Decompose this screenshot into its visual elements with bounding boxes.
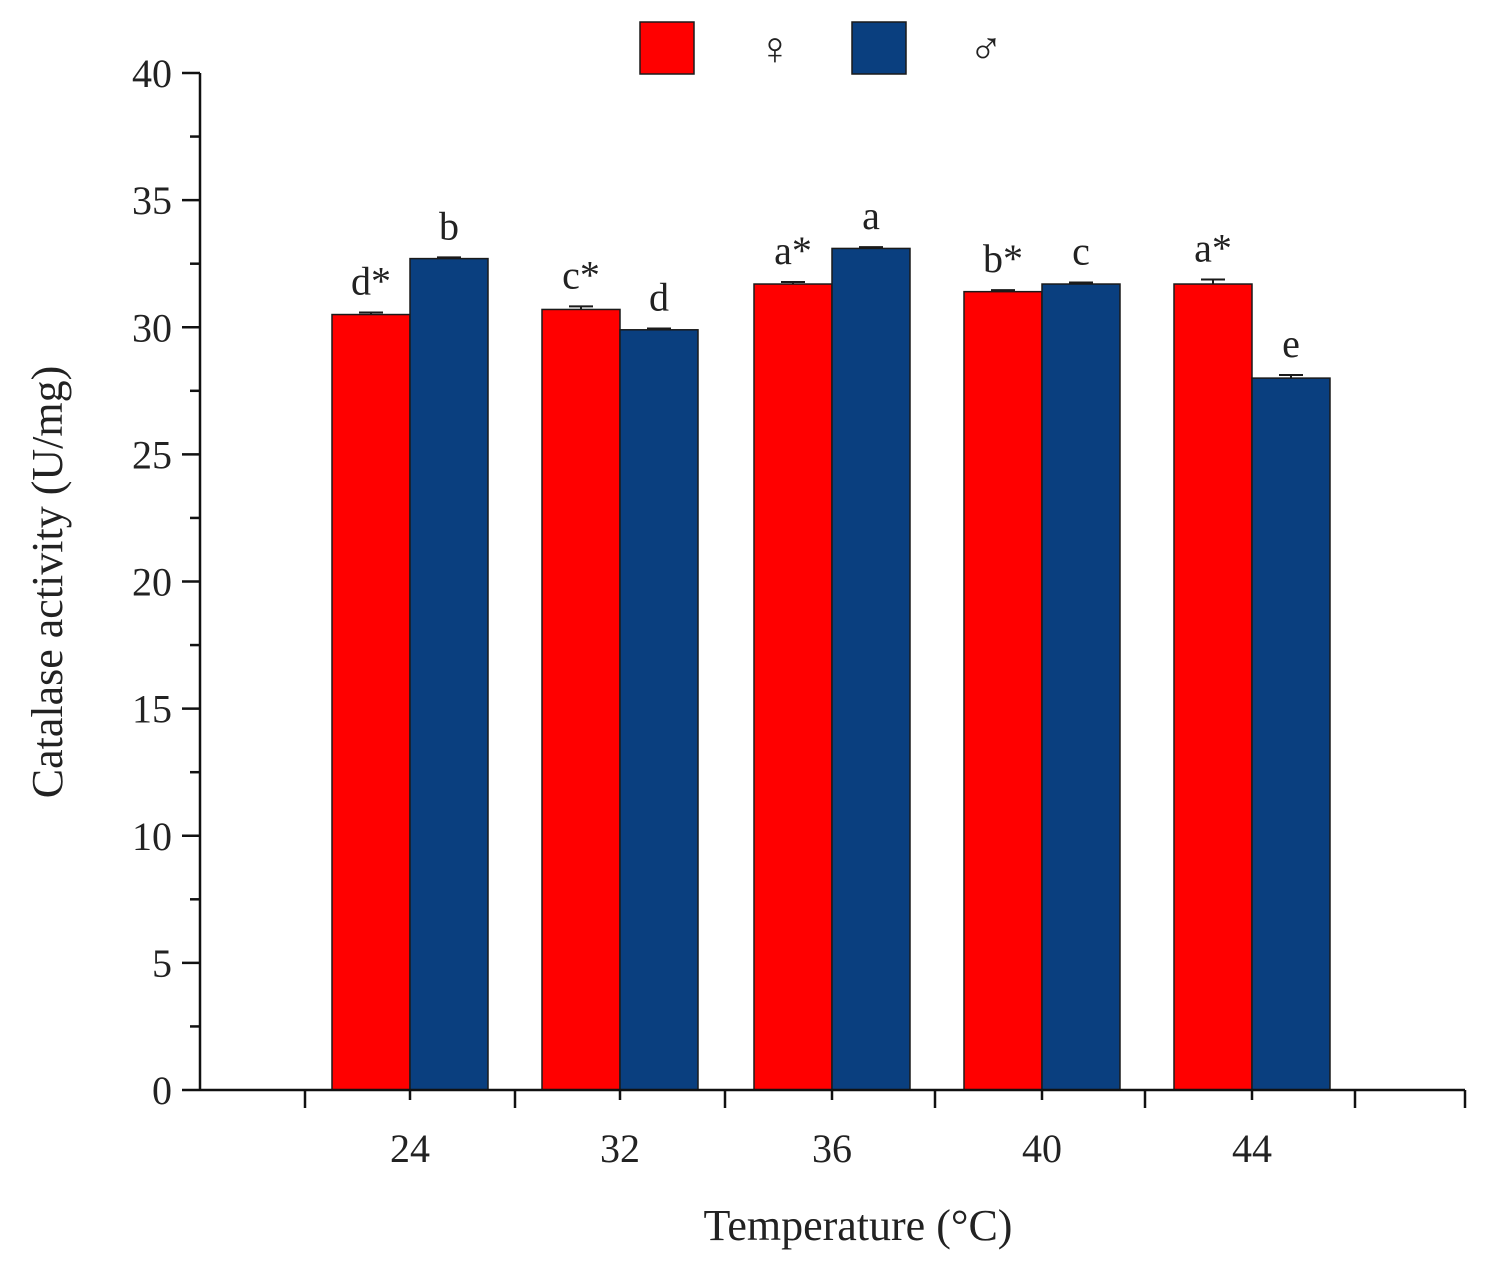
error-bar-male-40: [1069, 281, 1093, 285]
legend-swatch-female: [639, 21, 695, 75]
y-axis-title: Catalase activity (U/mg): [23, 366, 72, 799]
bar-female-44: [1173, 283, 1253, 1091]
sig-label-male-24: b: [439, 203, 459, 248]
legend-item-male: ♂: [851, 21, 1004, 75]
error-bar-male-32: [647, 327, 671, 330]
y-tick-label-15: 15: [132, 687, 172, 732]
y-tick-label-40: 40: [132, 51, 172, 96]
error-bar-female-44: [1201, 278, 1225, 285]
x-tick-label-24: 24: [390, 1126, 430, 1171]
bar-female-36: [753, 283, 833, 1091]
error-bar-female-36: [781, 280, 805, 285]
error-bar-male-36: [859, 246, 883, 249]
bar-female-32: [541, 308, 621, 1091]
y-tick-label-25: 25: [132, 432, 172, 477]
bar-female-40: [963, 290, 1043, 1091]
sig-label-female-44: a*: [1194, 225, 1232, 270]
legend-swatch-male: [851, 21, 907, 75]
bars-group: [331, 247, 1331, 1091]
y-tick-label-30: 30: [132, 305, 172, 350]
sig-label-male-32: d: [649, 275, 669, 320]
bar-labels-group: d* c* a* b* a* b d a c e: [351, 193, 1300, 366]
x-tick-label-40: 40: [1022, 1126, 1062, 1171]
sig-label-male-36: a: [862, 193, 880, 238]
legend: ♀ ♂: [639, 21, 1004, 75]
y-tick-label-20: 20: [132, 560, 172, 605]
y-tick-label-10: 10: [132, 814, 172, 859]
legend-item-female: ♀: [639, 21, 793, 75]
sig-label-male-44: e: [1282, 321, 1300, 366]
y-tick-label-35: 35: [132, 178, 172, 223]
bar-male-36: [831, 247, 911, 1091]
y-tick-label-5: 5: [152, 941, 172, 986]
error-bar-female-32: [569, 305, 593, 310]
sig-label-male-40: c: [1072, 229, 1090, 274]
x-tick-label-36: 36: [812, 1126, 852, 1171]
legend-label-male: ♂: [969, 23, 1004, 74]
bar-male-24: [409, 257, 489, 1091]
bar-male-44: [1251, 377, 1331, 1091]
x-axis-title: Temperature (°C): [704, 1201, 1013, 1250]
sig-label-female-36: a*: [774, 228, 812, 273]
sig-label-female-40: b*: [983, 236, 1023, 281]
error-bars-group: [359, 246, 1303, 379]
error-bar-male-44: [1279, 374, 1303, 379]
bar-female-24: [331, 313, 411, 1091]
x-tick-label-44: 44: [1232, 1126, 1272, 1171]
sig-label-female-32: c*: [562, 252, 600, 297]
y-tick-label-0: 0: [152, 1068, 172, 1113]
error-bar-male-24: [437, 256, 461, 259]
ticks-group: 0 5 10 15 20 25 30 35 40 24 32 36 40 44: [132, 51, 1467, 1171]
error-bar-female-24: [359, 311, 383, 315]
sig-label-female-24: d*: [351, 259, 391, 304]
bar-male-40: [1041, 283, 1121, 1091]
x-tick-label-32: 32: [600, 1126, 640, 1171]
legend-label-female: ♀: [758, 23, 793, 74]
error-bar-female-40: [991, 289, 1015, 292]
bar-male-32: [619, 329, 699, 1091]
